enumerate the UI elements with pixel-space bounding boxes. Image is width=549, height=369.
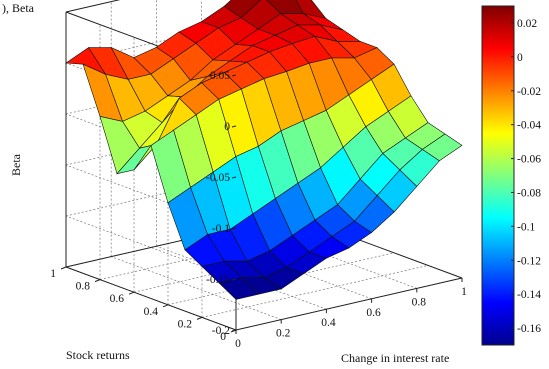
box-edge bbox=[65, 266, 237, 331]
floor-grid-line bbox=[201, 265, 429, 318]
x-tick-label: 0.4 bbox=[321, 317, 336, 329]
y-tick-mark bbox=[230, 329, 237, 333]
x-tick-label: 0.8 bbox=[412, 296, 427, 308]
x-tick-label: 0.6 bbox=[366, 307, 381, 319]
z-tick-label: 0 bbox=[224, 121, 230, 133]
z-tick-label: -0.15 bbox=[206, 274, 230, 286]
colorbar-tick-label: -0.1 bbox=[517, 221, 535, 233]
surface-plot bbox=[65, 0, 463, 300]
z-tick-mark bbox=[231, 176, 237, 179]
z-axis-label: Beta bbox=[9, 153, 23, 176]
colorbar: 0.02 0 -0.02 -0.04 -0.06 -0.08 -0.1 -0.12 -0.14 -… bbox=[481, 5, 541, 346]
colorbar-tick-label: -0.16 bbox=[517, 323, 541, 335]
z-tick-label: -0.2 bbox=[212, 325, 230, 337]
floor-grid-line bbox=[167, 252, 395, 306]
box-edge bbox=[235, 277, 463, 331]
colorbar-ticks: 0.02 0 -0.02 -0.04 -0.06 -0.08 -0.1 -0.12 -0.14 -… bbox=[511, 18, 541, 335]
colorbar-tick-label: -0.02 bbox=[517, 86, 541, 98]
caption-fragment: ), Beta bbox=[2, 1, 35, 15]
x-tick-label: 0 bbox=[235, 338, 241, 350]
z-tick-mark bbox=[231, 74, 237, 77]
colorbar-tick-label: -0.12 bbox=[517, 255, 541, 267]
x-axis-label: Change in interest rate bbox=[341, 351, 449, 365]
y-tick-mark bbox=[162, 304, 169, 308]
y-tick-label: 1 bbox=[50, 268, 56, 280]
z-tick-mark bbox=[231, 278, 237, 281]
colorbar-tick-label: -0.06 bbox=[517, 154, 541, 166]
colorbar-tick-label: -0.14 bbox=[517, 289, 541, 301]
z-tick-mark bbox=[231, 227, 237, 230]
x-tick-label: 1 bbox=[461, 286, 467, 298]
x-axis-ticks: 0 0.2 0.4 0.6 0.8 1 bbox=[235, 278, 467, 350]
colorbar-tick-label: 0.02 bbox=[517, 18, 537, 30]
y-tick-mark bbox=[128, 291, 135, 295]
box-edge bbox=[65, 0, 121, 13]
z-tick-label: -0.1 bbox=[212, 223, 230, 235]
x-tick-label: 0.2 bbox=[276, 328, 291, 340]
colorbar-tick-label: -0.08 bbox=[517, 187, 541, 199]
y-tick-mark bbox=[60, 266, 67, 270]
y-tick-label: 0 bbox=[220, 331, 226, 343]
y-tick-mark bbox=[94, 279, 101, 283]
z-tick-mark bbox=[231, 125, 237, 128]
y-tick-label: 0.8 bbox=[76, 281, 91, 293]
y-tick-label: 0.6 bbox=[110, 293, 125, 305]
z-tick-label: -0.05 bbox=[206, 172, 230, 184]
y-axis-label: Stock returns bbox=[66, 348, 130, 362]
y-tick-label: 0.2 bbox=[178, 318, 193, 330]
y-tick-label: 0.4 bbox=[144, 306, 159, 318]
colorbar-gradient bbox=[481, 5, 515, 346]
surface-patch bbox=[421, 133, 463, 162]
y-tick-mark bbox=[196, 316, 203, 320]
colorbar-tick-label: -0.04 bbox=[517, 120, 541, 132]
z-tick-label: 0.05 bbox=[210, 70, 230, 82]
y-axis-ticks: 0 0.2 0.4 0.6 0.8 1 bbox=[50, 266, 237, 343]
colorbar-tick-label: 0 bbox=[517, 52, 523, 64]
